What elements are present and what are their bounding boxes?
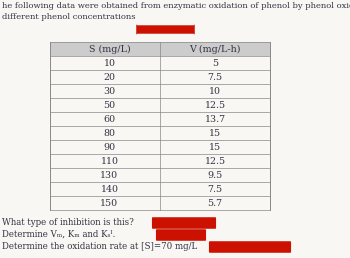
Text: 7.5: 7.5 bbox=[208, 72, 223, 82]
Text: 7.5: 7.5 bbox=[208, 184, 223, 194]
Bar bbox=[50, 84, 270, 98]
Bar bbox=[50, 182, 270, 196]
FancyBboxPatch shape bbox=[209, 241, 291, 253]
FancyBboxPatch shape bbox=[156, 229, 206, 241]
Text: 5.7: 5.7 bbox=[208, 198, 223, 207]
Bar bbox=[50, 154, 270, 168]
Text: 150: 150 bbox=[100, 198, 118, 207]
Text: 20: 20 bbox=[103, 72, 116, 82]
Text: 12.5: 12.5 bbox=[204, 157, 225, 165]
Text: 15: 15 bbox=[209, 142, 221, 151]
Text: 5: 5 bbox=[212, 59, 218, 68]
Bar bbox=[50, 140, 270, 154]
Text: 50: 50 bbox=[103, 101, 116, 109]
Text: 12.5: 12.5 bbox=[204, 101, 225, 109]
Text: S (mg/L): S (mg/L) bbox=[89, 44, 130, 54]
Text: 90: 90 bbox=[103, 142, 116, 151]
FancyBboxPatch shape bbox=[152, 217, 216, 229]
Bar bbox=[50, 98, 270, 112]
Text: What type of inhibition is this?: What type of inhibition is this? bbox=[2, 218, 134, 227]
Bar bbox=[50, 70, 270, 84]
Bar bbox=[50, 126, 270, 140]
Bar bbox=[50, 196, 270, 210]
FancyBboxPatch shape bbox=[136, 24, 195, 35]
Text: 80: 80 bbox=[103, 128, 116, 138]
Bar bbox=[50, 168, 270, 182]
Text: Determine the oxidation rate at [S]=70 mg/L: Determine the oxidation rate at [S]=70 m… bbox=[2, 242, 197, 251]
Bar bbox=[50, 56, 270, 70]
Text: 60: 60 bbox=[103, 115, 116, 124]
Bar bbox=[50, 112, 270, 126]
Text: 110: 110 bbox=[100, 157, 118, 165]
Text: 9.5: 9.5 bbox=[207, 171, 223, 180]
Text: V (mg/L-h): V (mg/L-h) bbox=[189, 44, 241, 54]
Text: 13.7: 13.7 bbox=[204, 115, 225, 124]
Text: he following data were obtained from enzymatic oxidation of phenol by phenol oxi: he following data were obtained from enz… bbox=[2, 2, 350, 10]
Text: 30: 30 bbox=[103, 86, 116, 95]
Text: 10: 10 bbox=[103, 59, 116, 68]
Text: 10: 10 bbox=[209, 86, 221, 95]
Bar bbox=[50, 42, 270, 56]
Text: Determine Vₘ, Kₘ and Kₛᴵ.: Determine Vₘ, Kₘ and Kₛᴵ. bbox=[2, 230, 116, 239]
Text: 130: 130 bbox=[100, 171, 118, 180]
Text: 15: 15 bbox=[209, 128, 221, 138]
Text: 140: 140 bbox=[100, 184, 118, 194]
Text: different phenol concentrations: different phenol concentrations bbox=[2, 13, 135, 21]
